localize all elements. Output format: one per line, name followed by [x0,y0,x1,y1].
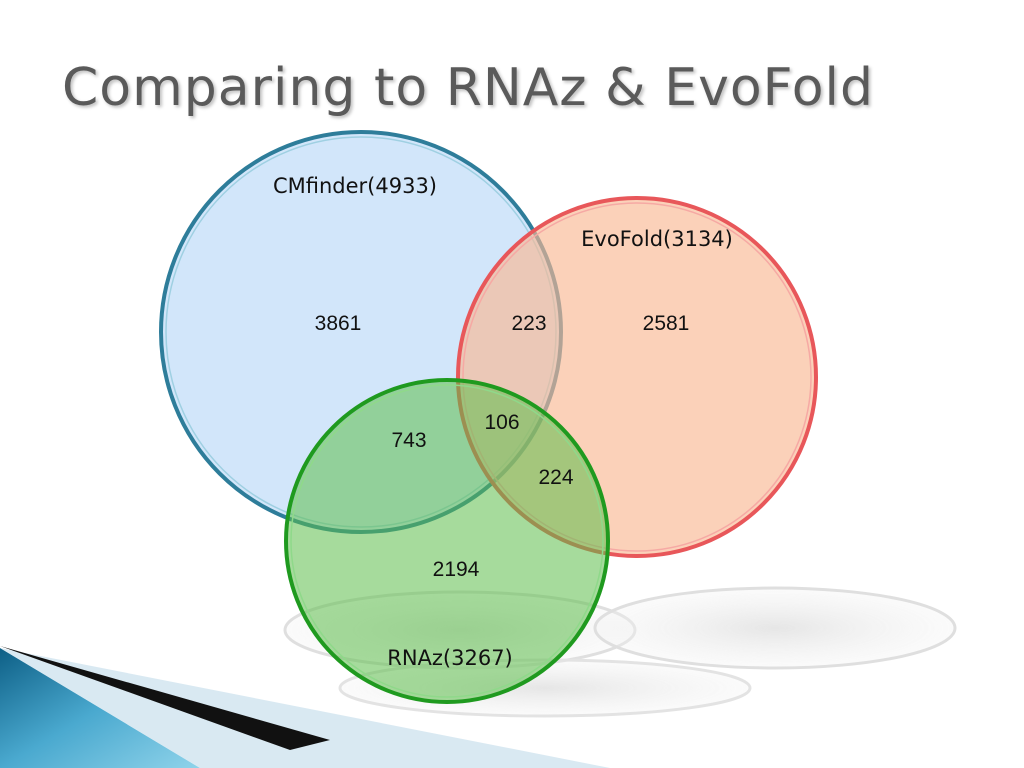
region-cmfinder-only: 3861 [315,312,362,335]
circle-evofold-inner-ring [462,202,812,552]
label-rnaz: RNAz(3267) [387,646,513,670]
label-cmfinder: CMfinder(4933) [273,174,437,198]
region-evofold-rnaz: 224 [538,466,573,489]
region-evofold-only: 2581 [643,312,690,335]
circle-rnaz [284,378,610,704]
circle-rnaz-inner-ring [290,384,604,698]
region-all-three: 106 [484,411,519,434]
region-cmfinder-rnaz: 743 [391,429,426,452]
slide-title: Comparing to RNAz & EvoFold [62,58,874,118]
label-evofold: EvoFold(3134) [581,227,733,251]
footer-swoosh [0,646,610,768]
region-cmfinder-evofold: 223 [511,312,546,335]
region-rnaz-only: 2194 [433,558,480,581]
